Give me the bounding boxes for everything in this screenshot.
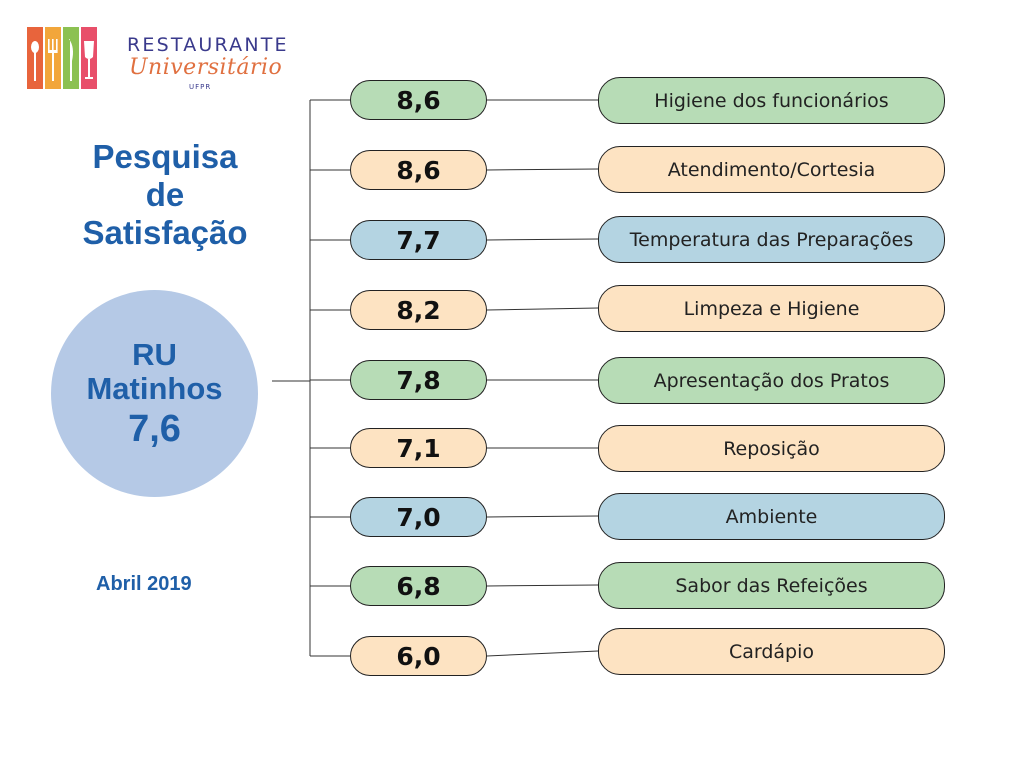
criterion-label-pill: Ambiente [598, 493, 945, 540]
unit-name-line-1: RU [132, 336, 177, 372]
page-title: Pesquisa de Satisfação [40, 138, 290, 252]
link-line [486, 515, 599, 518]
criterion-label-pill: Higiene dos funcionários [598, 77, 945, 124]
survey-date: Abril 2019 [96, 573, 192, 595]
criterion-label-pill: Reposição [598, 425, 945, 472]
criterion-label-pill: Limpeza e Higiene [598, 285, 945, 332]
title-line-3: Satisfação [82, 214, 248, 251]
score-pill: 7,0 [350, 497, 487, 537]
score-pill: 7,1 [350, 428, 487, 468]
title-line-1: Pesquisa [92, 138, 238, 175]
criterion-label-pill: Sabor das Refeições [598, 562, 945, 609]
score-pill: 6,8 [350, 566, 487, 606]
link-line [486, 650, 599, 657]
score-pill: 8,6 [350, 80, 487, 120]
score-pill: 7,7 [350, 220, 487, 260]
overall-score-circle: RU Matinhos 7,6 [51, 290, 258, 497]
score-pill: 8,2 [350, 290, 487, 330]
criterion-label-pill: Cardápio [598, 628, 945, 675]
score-pill: 6,0 [350, 636, 487, 676]
link-line [486, 238, 599, 241]
criterion-label-pill: Apresentação dos Pratos [598, 357, 945, 404]
score-pill: 7,8 [350, 360, 487, 400]
link-line [486, 584, 599, 587]
overall-score: 7,6 [128, 407, 181, 450]
criterion-label-pill: Atendimento/Cortesia [598, 146, 945, 193]
logo-subtitle: UFPR [189, 83, 212, 91]
criterion-label-pill: Temperatura das Preparações [598, 216, 945, 263]
score-pill: 8,6 [350, 150, 487, 190]
logo-script: Universitário [129, 55, 283, 80]
restaurant-logo: RESTAURANTE Universitário UFPR [27, 27, 297, 97]
link-line [486, 307, 599, 311]
link-line [486, 168, 599, 171]
logo-wordmark: RESTAURANTE [127, 34, 289, 56]
title-line-2: de [145, 176, 185, 213]
unit-name-line-2: Matinhos [86, 370, 223, 406]
cutlery-logo-icon [27, 27, 97, 89]
